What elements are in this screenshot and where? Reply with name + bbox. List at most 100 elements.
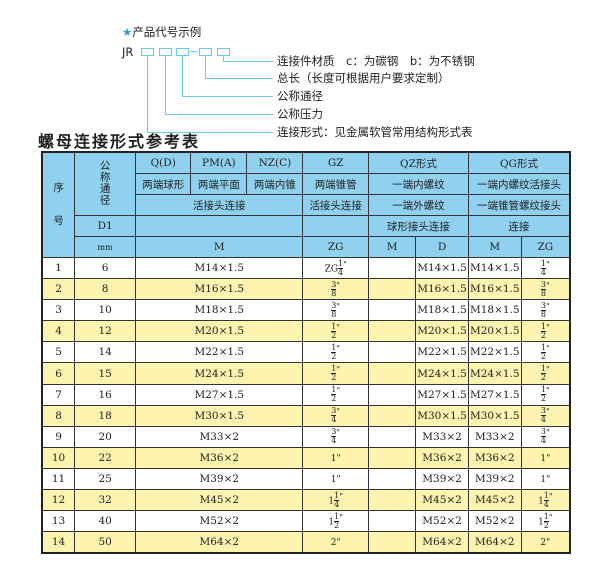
- row-no: 3: [41, 299, 76, 322]
- row-d1: 50: [74, 531, 137, 554]
- row-qg-m: M24×1.5: [467, 362, 522, 385]
- row-qz-d: M16×1.5: [415, 278, 469, 301]
- numerator: 1: [540, 321, 547, 332]
- row-d1: 12: [74, 320, 137, 343]
- denominator: 2: [540, 330, 547, 340]
- denominator: 2: [331, 351, 337, 361]
- table-row: 10 22 M36×2 1" M36×2 M36×2 1": [41, 446, 571, 469]
- inch-mark: ": [546, 280, 550, 290]
- header-qg-m: M: [467, 236, 522, 258]
- denominator: 2: [540, 373, 547, 383]
- header-qg-zg: ZG: [520, 236, 571, 258]
- row-zg: 2": [302, 531, 369, 554]
- header-zg: ZG: [302, 236, 369, 258]
- row-m: M27×1.5: [135, 383, 304, 406]
- row-qg-m: M30×1.5: [467, 404, 522, 427]
- inch-mark: ": [336, 301, 341, 311]
- denominator: 4: [540, 436, 547, 446]
- row-qg-m: M64×2: [467, 531, 522, 554]
- connector-line: [205, 78, 273, 79]
- row-qz-d: M64×2: [415, 531, 469, 554]
- row-m: M39×2: [135, 467, 304, 491]
- example-heading: ★产品代号示例: [122, 24, 201, 40]
- header-m: M: [135, 236, 304, 258]
- header-qg3: 一端锥管螺纹接头: [467, 194, 571, 216]
- row-qz-m: [367, 425, 417, 448]
- row-d1: 16: [74, 383, 137, 406]
- header-dn: 公称通径: [74, 151, 137, 216]
- zg-whole: 2": [330, 538, 341, 549]
- row-zg: 1 1 2 ": [302, 510, 369, 533]
- connector-line: [182, 96, 273, 97]
- row-zg: 3 4 ": [302, 404, 369, 427]
- inch-mark: ": [546, 407, 550, 417]
- inch-mark: ": [546, 428, 550, 438]
- denominator: 8: [540, 288, 547, 298]
- table-row: 11 25 M39×2 1" M39×2 M39×2 1": [41, 467, 571, 491]
- numerator: 1: [334, 511, 340, 522]
- row-qg-zg: 1 1 4 ": [520, 489, 571, 512]
- numerator: 1: [331, 321, 337, 332]
- denominator: 2: [334, 520, 340, 530]
- numerator: 1: [540, 258, 547, 269]
- inch-mark: ": [339, 491, 343, 501]
- numerator: 3: [331, 279, 337, 290]
- row-qz-d: M39×2: [415, 467, 469, 491]
- row-qz-m: [367, 341, 417, 364]
- row-zg: 3 8 ": [302, 278, 369, 301]
- numerator: 1: [540, 364, 547, 375]
- label-length: 总长（长度可根据用户要求定制）: [277, 71, 450, 85]
- zg-whole: 1": [330, 453, 341, 464]
- header-blank: [135, 215, 304, 237]
- code-dash: [190, 51, 197, 52]
- numerator: 1: [331, 342, 337, 353]
- row-zg: 3 8 ": [302, 299, 369, 322]
- row-m: M20×1.5: [135, 320, 304, 343]
- table-row: 3 10 M18×1.5 3 8 " M18×1.5 M18×1.5 3 8 ": [41, 299, 571, 322]
- row-no: 1: [41, 256, 76, 280]
- row-qg-zg: 2": [520, 531, 571, 554]
- example-heading-text: 产品代号示例: [132, 25, 202, 39]
- denominator: 4: [331, 415, 337, 425]
- row-qg-zg: 3 4 ": [520, 404, 571, 427]
- zg-whole: ZG: [324, 264, 339, 275]
- header-qz-d: D: [415, 236, 469, 258]
- denominator: 8: [331, 309, 337, 319]
- row-no: 5: [41, 341, 76, 364]
- row-qz-m: [367, 278, 417, 301]
- row-d1: 8: [74, 278, 137, 301]
- table-row: 2 8 M16×1.5 3 8 " M16×1.5 M16×1.5 3 8 ": [41, 278, 571, 301]
- header-gz: GZ: [302, 151, 369, 174]
- header-qg4: 连接: [467, 215, 571, 237]
- row-m: M64×2: [135, 531, 304, 554]
- denominator: 2: [331, 394, 337, 404]
- row-m: M24×1.5: [135, 362, 304, 385]
- row-m: M22×1.5: [135, 341, 304, 364]
- zg-whole: 1": [540, 474, 551, 485]
- denominator: 4: [331, 436, 337, 446]
- row-qg-m: M27×1.5: [467, 383, 522, 406]
- row-no: 9: [41, 425, 76, 448]
- numerator: 1: [540, 342, 547, 353]
- inch-mark: ": [546, 259, 550, 269]
- row-zg: 1 2 ": [302, 341, 369, 364]
- row-qg-m: M22×1.5: [467, 341, 522, 364]
- row-d1: 32: [74, 489, 137, 512]
- zg-whole: 1: [328, 517, 335, 528]
- table-row: 7 16 M27×1.5 1 2 " M27×1.5 M27×1.5 1 2 ": [41, 383, 571, 406]
- row-m: M36×2: [135, 446, 304, 469]
- row-qg-zg: 3 4 ": [520, 425, 571, 448]
- connector-line: [165, 114, 273, 115]
- inch-mark: ": [336, 322, 341, 332]
- connector-line: [223, 55, 224, 61]
- header-qz-m: M: [367, 236, 417, 258]
- row-no: 10: [41, 446, 76, 469]
- row-qg-m: M18×1.5: [467, 299, 522, 322]
